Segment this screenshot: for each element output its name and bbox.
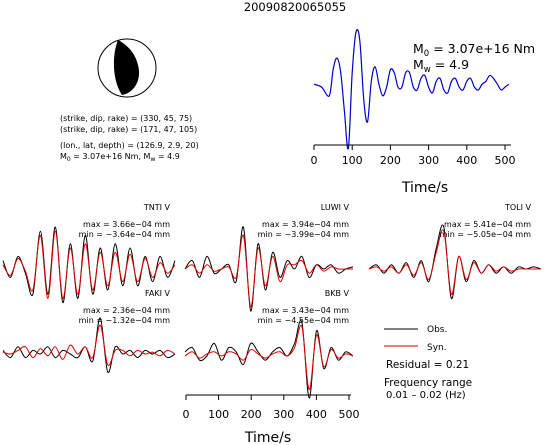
station-max-luwi: max = 3.94e−04 mm: [262, 220, 349, 229]
legend: Obs. Syn. Residual = 0.21 Frequency rang…: [384, 325, 472, 401]
stf-panel: 0 100 200 300 400 500 Time/s M0 = 3.07e+16 Nm…: [311, 28, 535, 196]
stf-series-line: [313, 28, 510, 150]
legend-obs-label: Obs.: [427, 325, 447, 335]
stf-tick-label: 0: [311, 154, 318, 167]
waveform-tick-label: 400: [306, 408, 327, 421]
frequency-range-value: 0.01 – 0.02 (Hz): [386, 390, 466, 401]
station-name-bkb: BKB V: [325, 289, 350, 298]
stf-tick-label: 500: [495, 154, 516, 167]
syn-trace-toli: [368, 229, 541, 295]
beachball-compressional-quadrant: [113, 40, 140, 95]
source-parameters: (strike, dip, rake) = (330, 45, 75) (str…: [60, 114, 199, 163]
stf-tick-label: 200: [380, 154, 401, 167]
stf-mw-annotation: Mw = 4.9: [413, 57, 469, 75]
waveform-x-axis: 0 100 200 300 400 500 Time/s: [183, 394, 360, 445]
stf-tick-label: 100: [342, 154, 363, 167]
location-depth: (lon., lat, depth) = (126.9, 2.9, 20): [60, 141, 199, 150]
station-min-faki: min = −1.32e−04 mm: [79, 316, 171, 325]
residual-text: Residual = 0.21: [386, 359, 469, 371]
syn-trace-bkb: [184, 324, 354, 391]
obs-trace-luwi: [184, 226, 354, 312]
station-min-luwi: min = −3.99e−04 mm: [258, 230, 350, 239]
stf-tick-label: 400: [456, 154, 477, 167]
station-max-tnti: max = 3.66e−04 mm: [83, 220, 170, 229]
syn-trace-tnti: [2, 230, 176, 299]
syn-trace-faki: [2, 324, 176, 366]
station-min-toli: min = −5.05e−04 mm: [440, 230, 532, 239]
station-name-faki: FAKI V: [145, 289, 170, 298]
station-min-bkb: min = −4.55e−04 mm: [258, 316, 350, 325]
obs-trace-faki: [2, 317, 176, 373]
waveform-xlabel: Time/s: [244, 430, 291, 445]
stf-tick-label: 300: [418, 154, 439, 167]
station-max-bkb: max = 3.43e−04 mm: [262, 306, 349, 315]
waveform-tick-label: 200: [241, 408, 262, 421]
strike-dip-rake-1: (strike, dip, rake) = (330, 45, 75): [60, 114, 192, 123]
obs-trace-tnti: [2, 226, 176, 304]
station-name-luwi: LUWI V: [321, 203, 350, 212]
focal-mechanism-beachball: [97, 38, 157, 98]
moment-magnitude-line: M0 = 3.07e+16 Nm, Mw = 4.9: [60, 152, 180, 163]
waveform-tick-label: 300: [273, 408, 294, 421]
station-name-toli: TOLI V: [504, 203, 532, 212]
station-min-tnti: min = −3.64e−04 mm: [79, 230, 171, 239]
station-name-tnti: TNTI V: [143, 203, 171, 212]
waveform-tick-label: 0: [183, 408, 190, 421]
strike-dip-rake-2: (strike, dip, rake) = (171, 47, 105): [60, 125, 197, 134]
waveform-tick-label: 500: [339, 408, 360, 421]
legend-syn-label: Syn.: [427, 343, 447, 353]
station-max-toli: max = 5.41e−04 mm: [444, 220, 531, 229]
frequency-range-label: Frequency range: [384, 377, 472, 389]
stf-xlabel: Time/s: [401, 180, 448, 196]
waveform-tick-label: 100: [208, 408, 229, 421]
stf-m0-annotation: M0 = 3.07e+16 Nm: [413, 41, 535, 59]
figure-title: 20090820065055: [244, 0, 346, 14]
station-max-faki: max = 2.36e−04 mm: [83, 306, 170, 315]
syn-trace-luwi: [184, 234, 353, 308]
